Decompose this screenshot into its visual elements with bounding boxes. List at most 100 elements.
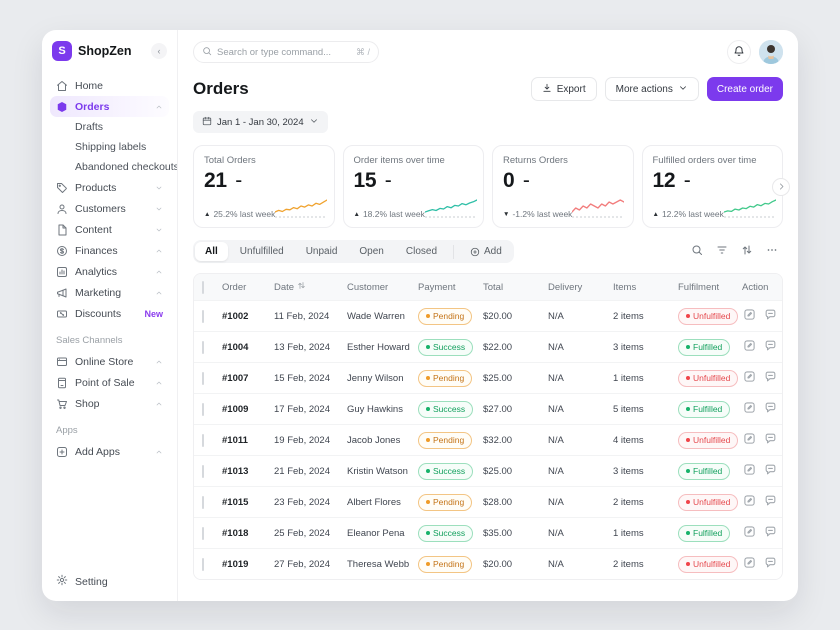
- table-search-button[interactable]: [686, 241, 708, 263]
- sidebar-item-home[interactable]: Home: [50, 75, 169, 96]
- stat-card-delta: ▲ 25.2% last week: [204, 209, 276, 219]
- row-checkbox[interactable]: [202, 464, 204, 478]
- row-checkbox[interactable]: [202, 371, 204, 385]
- edit-order-button[interactable]: [742, 433, 757, 448]
- sidebar-item-online-store[interactable]: Online Store: [50, 351, 169, 372]
- row-checkbox[interactable]: [202, 340, 204, 354]
- edit-order-button[interactable]: [742, 402, 757, 417]
- stat-card-order-items-over-time: Order items over time 15 - ▲ 18.2% last w…: [342, 145, 484, 228]
- cell-items: 1 items: [613, 372, 644, 384]
- sidebar-section-label: Sales Channels: [56, 335, 123, 346]
- payment-status-badge: Pending: [418, 369, 473, 387]
- chevron-up-icon: [155, 103, 163, 111]
- edit-order-button[interactable]: [742, 309, 757, 324]
- sidebar-item-content[interactable]: Content: [50, 219, 169, 240]
- row-checkbox[interactable]: [202, 309, 204, 323]
- table-row[interactable]: #1004 13 Feb, 2024 Esther Howard Success…: [194, 331, 782, 362]
- cell-delivery: N/A: [548, 310, 564, 322]
- edit-order-button[interactable]: [742, 464, 757, 479]
- search-box[interactable]: ⌘ /: [193, 41, 379, 63]
- column-header-date[interactable]: Date: [274, 281, 347, 293]
- avatar[interactable]: [759, 40, 783, 64]
- table-filter-button[interactable]: [711, 241, 733, 263]
- sidebar-item-label: Home: [75, 79, 104, 92]
- comment-order-button[interactable]: [763, 526, 778, 541]
- fulfilment-status-badge: Unfulfilled: [678, 493, 739, 511]
- edit-order-button[interactable]: [742, 371, 757, 386]
- comment-order-button[interactable]: [763, 371, 778, 386]
- sidebar-item-marketing[interactable]: Marketing: [50, 282, 169, 303]
- comment-order-button[interactable]: [763, 402, 778, 417]
- table-row[interactable]: #1019 27 Feb, 2024 Theresa Webb Pending …: [194, 548, 782, 579]
- sidebar-subitem-abandoned-checkouts[interactable]: Abandoned checkouts: [50, 157, 177, 177]
- tab-unpaid[interactable]: Unpaid: [305, 246, 338, 257]
- table-row[interactable]: #1015 23 Feb, 2024 Albert Flores Pending…: [194, 486, 782, 517]
- chevron-up-icon: [155, 358, 163, 366]
- sidebar-item-customers[interactable]: Customers: [50, 198, 169, 219]
- sidebar-item-add-apps[interactable]: Add Apps: [50, 441, 169, 462]
- row-checkbox[interactable]: [202, 495, 204, 509]
- row-checkbox[interactable]: [202, 526, 204, 540]
- more-actions-button[interactable]: More actions: [604, 77, 699, 101]
- table-more-button[interactable]: [761, 241, 783, 263]
- sidebar-subitem-drafts[interactable]: Drafts: [50, 117, 169, 137]
- export-button[interactable]: Export: [530, 77, 597, 101]
- sidebar-collapse-button[interactable]: ‹: [151, 43, 167, 59]
- table-row[interactable]: #1018 25 Feb, 2024 Eleanor Pena Success …: [194, 517, 782, 548]
- table-row[interactable]: #1007 15 Feb, 2024 Jenny Wilson Pending …: [194, 362, 782, 393]
- table-row[interactable]: #1011 19 Feb, 2024 Jacob Jones Pending $…: [194, 424, 782, 455]
- tab-closed[interactable]: Closed: [405, 246, 438, 257]
- cell-order: #1002: [222, 310, 249, 322]
- comment-order-button[interactable]: [763, 557, 778, 572]
- table-sort-button[interactable]: [736, 241, 758, 263]
- tab-all[interactable]: All: [195, 242, 228, 261]
- comment-order-button[interactable]: [763, 340, 778, 355]
- sidebar-item-discounts[interactable]: Discounts New: [50, 303, 169, 324]
- search-input[interactable]: [217, 46, 351, 58]
- sidebar-item-finances[interactable]: Finances: [50, 240, 169, 261]
- edit-order-button[interactable]: [742, 495, 757, 510]
- page-header: Orders Export More actions Create order: [193, 77, 783, 101]
- notifications-button[interactable]: [727, 40, 751, 64]
- cell-customer: Albert Flores: [347, 496, 401, 508]
- select-all-checkbox[interactable]: [202, 280, 204, 294]
- stat-card-total-orders: Total Orders 21 - ▲ 25.2% last week: [193, 145, 335, 228]
- cell-customer: Guy Hawkins: [347, 403, 403, 415]
- table-row[interactable]: #1013 21 Feb, 2024 Kristin Watson Succes…: [194, 455, 782, 486]
- row-checkbox[interactable]: [202, 433, 204, 447]
- carousel-next-button[interactable]: [772, 177, 790, 196]
- row-checkbox[interactable]: [202, 402, 204, 416]
- discount-icon: [56, 308, 68, 320]
- sidebar-item-orders[interactable]: Orders: [50, 96, 169, 117]
- tab-unfulfilled[interactable]: Unfulfilled: [239, 246, 284, 257]
- column-header-delivery: Delivery: [548, 281, 583, 293]
- sidebar-subitem-shipping-labels[interactable]: Shipping labels: [50, 137, 169, 157]
- table-row[interactable]: #1009 17 Feb, 2024 Guy Hawkins Success $…: [194, 393, 782, 424]
- cell-total: $25.00: [483, 372, 513, 384]
- cell-actions: [742, 526, 782, 541]
- date-range-picker[interactable]: Jan 1 - Jan 30, 2024: [193, 111, 328, 133]
- edit-order-button[interactable]: [742, 526, 757, 541]
- comment-order-button[interactable]: [763, 464, 778, 479]
- sidebar-item-analytics[interactable]: Analytics: [50, 261, 169, 282]
- topbar-right: [727, 40, 783, 64]
- sidebar-item-shop[interactable]: Shop: [50, 393, 169, 414]
- tab-open[interactable]: Open: [359, 246, 384, 257]
- column-header-customer: Customer: [347, 281, 389, 293]
- edit-order-button[interactable]: [742, 557, 757, 572]
- comment-order-button[interactable]: [763, 433, 778, 448]
- comment-order-button[interactable]: [763, 495, 778, 510]
- row-checkbox[interactable]: [202, 557, 204, 571]
- sidebar-item-products[interactable]: Products: [50, 177, 169, 198]
- edit-icon: [743, 556, 756, 572]
- cell-items: 1 items: [613, 527, 644, 539]
- edit-order-button[interactable]: [742, 340, 757, 355]
- create-order-button[interactable]: Create order: [706, 77, 783, 101]
- tab-add[interactable]: Add: [460, 242, 512, 261]
- sidebar-item-setting[interactable]: Setting: [56, 574, 163, 589]
- sidebar-item-point-of-sale[interactable]: Point of Sale: [50, 372, 169, 393]
- table-row[interactable]: #1002 11 Feb, 2024 Wade Warren Pending $…: [194, 300, 782, 331]
- comment-order-button[interactable]: [763, 309, 778, 324]
- bell-icon: [733, 45, 745, 60]
- chevron-down-icon: [309, 116, 319, 129]
